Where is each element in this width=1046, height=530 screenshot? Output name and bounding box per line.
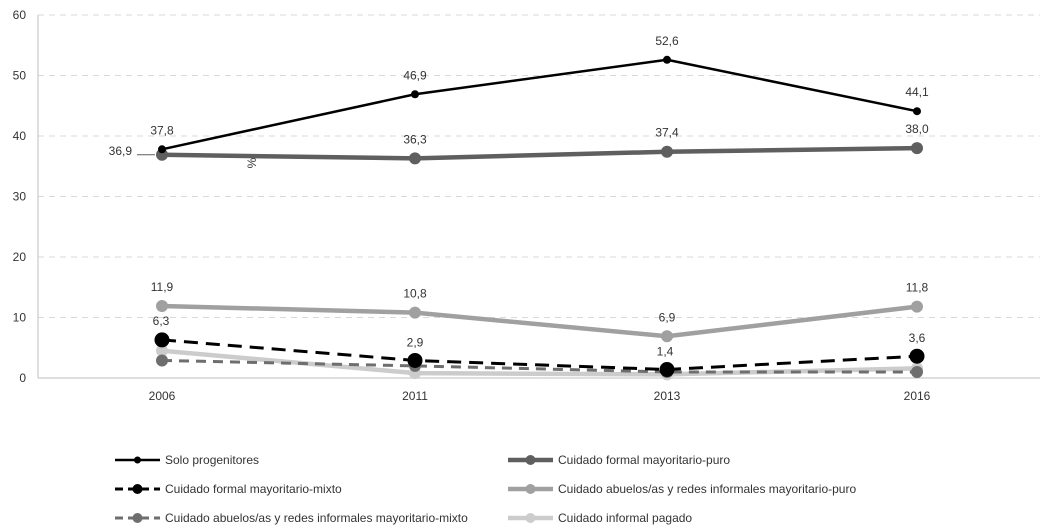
y-tick-label: 60: [13, 8, 27, 22]
data-point: [156, 344, 168, 357]
data-point: [411, 90, 419, 99]
data-point: [156, 300, 168, 313]
y-unit-label: %: [245, 157, 259, 168]
data-label: 11,9: [151, 280, 174, 294]
data-label: 10,8: [403, 287, 427, 301]
data-label: 36,3: [403, 132, 427, 146]
data-label: 2,9: [407, 335, 424, 349]
data-labels: 37,8 46,9 52,6 44,1 36,9 36,3 37,4 38,0 6,3 2,9 1,…: [109, 34, 929, 359]
legend-label: Cuidado abuelos/as y redes informales ma…: [558, 482, 856, 496]
y-tick-label: 40: [13, 129, 27, 143]
y-tick-label: 20: [13, 250, 27, 264]
legend: Solo progenitores Cuidado formal mayorita…: [115, 453, 856, 525]
legend-label: Cuidado formal mayoritario-puro: [558, 453, 730, 467]
series: [154, 55, 925, 381]
data-label: 52,6: [655, 34, 679, 48]
data-label: 3,6: [909, 331, 926, 345]
data-point: [659, 362, 675, 378]
series-line: [161, 58, 918, 151]
axes: 0 10 20 30 40 50 60 2006 2011 2013 2016%: [13, 8, 1040, 403]
data-point: [911, 300, 923, 313]
x-tick-label: 2013: [654, 389, 681, 403]
legend-item: Solo progenitores: [115, 453, 259, 467]
data-label: 46,9: [403, 68, 427, 82]
data-point: [156, 354, 168, 367]
y-tick-label: 50: [13, 69, 27, 83]
legend-item: Cuidado abuelos/as y redes informales ma…: [115, 511, 468, 525]
x-tick-label: 2006: [149, 389, 176, 403]
series-line: [161, 303, 918, 339]
y-tick-label: 30: [13, 190, 27, 204]
data-point: [909, 348, 925, 364]
data-label: 44,1: [905, 85, 929, 99]
data-label: 37,8: [150, 123, 174, 137]
legend-label: Cuidado formal mayoritario-mixto: [165, 482, 342, 496]
data-point: [663, 55, 671, 64]
legend-label: Solo progenitores: [165, 453, 259, 467]
data-point: [661, 145, 673, 158]
y-tick-label: 0: [19, 371, 26, 385]
legend-item: Cuidado formal mayoritario-puro: [508, 453, 730, 467]
data-label: 6,9: [659, 310, 676, 324]
data-point: [154, 332, 170, 348]
data-label: 36,9: [109, 144, 133, 158]
series-line: [161, 145, 918, 161]
legend-label: Cuidado informal pagado: [558, 511, 692, 525]
data-label: 11,8: [906, 281, 929, 295]
data-label: 6,3: [153, 314, 170, 328]
legend-swatch-marker: [134, 456, 141, 464]
y-tick-label: 10: [13, 311, 27, 325]
legend-item: Cuidado formal mayoritario-mixto: [115, 482, 342, 496]
data-label: 1,4: [657, 345, 674, 359]
x-tick-label: 2011: [402, 389, 428, 403]
x-tick-label: 2016: [904, 389, 931, 403]
gridlines: [38, 14, 1040, 318]
data-point: [409, 152, 421, 165]
legend-swatch-marker: [525, 513, 536, 523]
data-label: 38,0: [905, 122, 929, 136]
legend-swatch-marker: [525, 484, 536, 494]
data-point: [913, 107, 921, 116]
series-line: [161, 338, 918, 372]
legend-swatch-marker: [132, 513, 143, 523]
legend-swatch-marker: [525, 455, 536, 465]
data-point: [409, 306, 421, 319]
data-point: [407, 352, 423, 368]
data-label: 37,4: [655, 126, 679, 140]
legend-swatch-marker: [132, 484, 143, 494]
data-point: [911, 142, 923, 155]
data-point: [158, 145, 166, 154]
series-line: [161, 358, 917, 374]
legend-item: Cuidado informal pagado: [508, 511, 692, 525]
data-point: [911, 365, 923, 378]
legend-item: Cuidado abuelos/as y redes informales ma…: [508, 482, 856, 496]
legend-label: Cuidado abuelos/as y redes informales ma…: [165, 511, 468, 525]
data-point: [661, 330, 673, 343]
